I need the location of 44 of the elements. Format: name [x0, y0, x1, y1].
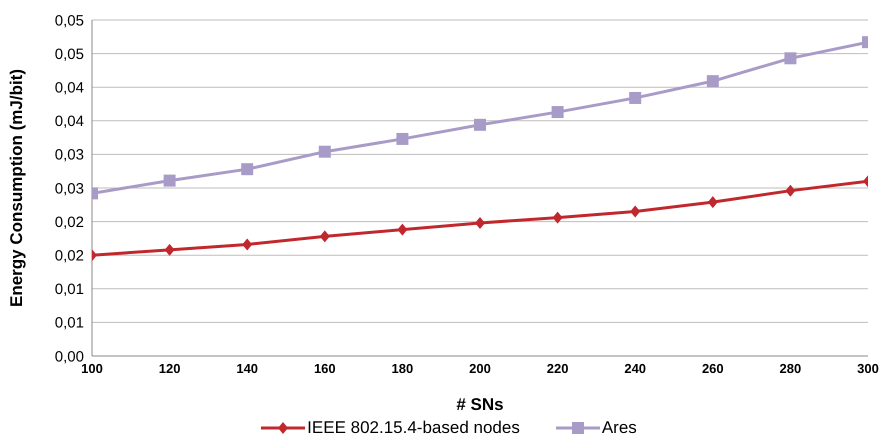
point [396, 132, 408, 145]
x-tick-label: 140 [236, 361, 258, 376]
y-tick-label: 0,01 [54, 314, 84, 332]
x-tick-label: 120 [158, 361, 180, 376]
point [474, 118, 486, 131]
point [784, 52, 796, 64]
x-axis-title: # SNs [456, 395, 504, 414]
x-tick-label: 160 [314, 361, 336, 376]
point [552, 212, 563, 224]
point [164, 174, 176, 187]
x-tick-label: 300 [857, 361, 879, 376]
x-tick-label: 100 [81, 361, 103, 376]
point [785, 184, 796, 197]
legend-label: Ares [602, 418, 637, 438]
y-tick-label: 0,04 [54, 113, 84, 130]
x-tick-label: 280 [780, 361, 802, 376]
x-tick-label: 180 [392, 361, 414, 376]
y-tick-label: 0,04 [54, 80, 84, 97]
point [708, 196, 718, 208]
y-tick-label: 0,02 [54, 214, 84, 231]
y-tick-label: 0,01 [54, 281, 84, 298]
point [318, 146, 331, 158]
point [242, 238, 252, 250]
x-tick-label: 200 [469, 361, 491, 376]
point [552, 106, 564, 118]
y-axis-title: Energy Consumption (mJ/bit) [7, 69, 26, 307]
point [475, 216, 485, 229]
x-tick-label: 260 [702, 361, 724, 376]
legend-label: IEEE 802.15.4-based nodes [307, 418, 520, 438]
x-tick-label: 220 [546, 361, 568, 376]
point [320, 230, 330, 242]
x-tick-label: 240 [624, 361, 646, 376]
point [397, 224, 408, 236]
point [164, 244, 175, 256]
y-tick-label: 0,00 [54, 348, 84, 366]
y-tick-label: 0,02 [54, 248, 84, 265]
point [630, 206, 640, 218]
y-tick-label: 0,05 [54, 46, 84, 63]
y-tick-label: 0,03 [54, 146, 84, 164]
y-tick-label: 0,05 [54, 12, 84, 30]
point [241, 163, 254, 176]
y-tick-label: 0,03 [54, 180, 84, 198]
point [706, 75, 719, 88]
point [629, 92, 642, 104]
